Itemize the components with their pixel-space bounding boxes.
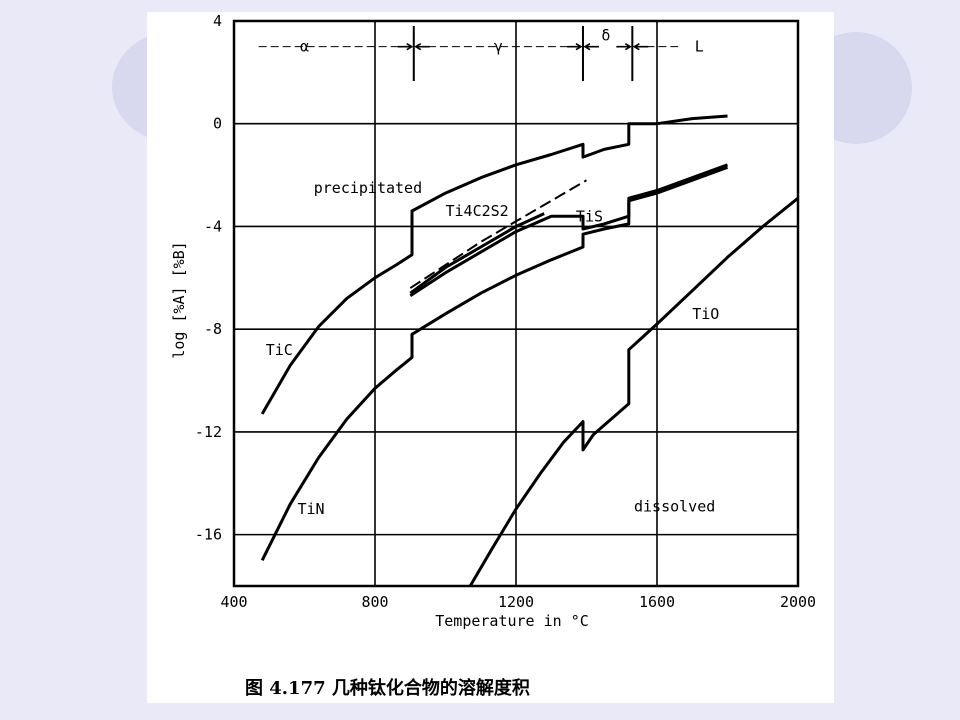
curve-label-tin: TiN <box>297 500 324 518</box>
curve-label-ti4c2s2: Ti4C2S2 <box>446 202 509 220</box>
region-label: dissolved <box>634 498 715 516</box>
curve-label-tis: TiS <box>576 207 603 225</box>
figure-caption: 图 4.177 几种钛化合物的溶解度积 <box>245 677 530 699</box>
series-layer <box>260 114 799 587</box>
x-tick-label: 1600 <box>639 593 675 611</box>
curve-label-tic: TiC <box>266 341 293 359</box>
y-axis-label: log [%A] [%B] <box>170 241 188 358</box>
region-label: precipitated <box>314 179 422 197</box>
series-line-tic <box>260 114 728 415</box>
x-tick-label: 800 <box>361 593 388 611</box>
x-axis-label: Temperature in °C <box>435 612 589 630</box>
x-tick-label: 400 <box>220 593 247 611</box>
curve-label-tio: TiO <box>692 305 719 323</box>
y-tick-label: -4 <box>204 217 222 235</box>
y-tick-label: 0 <box>213 115 222 133</box>
x-tick-label: 2000 <box>780 593 816 611</box>
y-tick-label: -16 <box>195 526 222 544</box>
curve-labels: TiC Ti4C2S2 TiS TiN TiO precipitated dissolved <box>266 179 720 518</box>
grid <box>234 21 798 586</box>
phase-label: α <box>300 38 309 56</box>
x-tick-label: 1200 <box>498 593 534 611</box>
phase-arrow-left <box>566 42 583 51</box>
phase-label: L <box>695 38 704 56</box>
figure-paper <box>147 12 834 703</box>
y-tick-label: -12 <box>195 423 222 441</box>
phase-arrow-left <box>616 42 632 51</box>
series-line-ti4c2s2 <box>409 212 545 295</box>
series-line-tin <box>260 165 729 561</box>
phase-arrow-right <box>632 42 649 51</box>
phase-label: δ <box>601 27 610 45</box>
phase-arrow-left <box>397 42 414 51</box>
series-line-tio <box>468 197 799 587</box>
phase-label: γ <box>494 38 503 56</box>
phase-arrow-right <box>583 42 599 51</box>
y-tick-label: 4 <box>213 12 222 30</box>
phase-bar: α γδL <box>258 26 704 81</box>
phase-arrow-right <box>414 42 430 51</box>
series-line-tis <box>409 163 729 298</box>
y-tick-label: -8 <box>204 320 222 338</box>
tick-labels: 400 800 1200 1600 2000 4 0 -4 -8 -12 -16 <box>195 12 816 611</box>
series-line-dashed <box>409 179 588 289</box>
